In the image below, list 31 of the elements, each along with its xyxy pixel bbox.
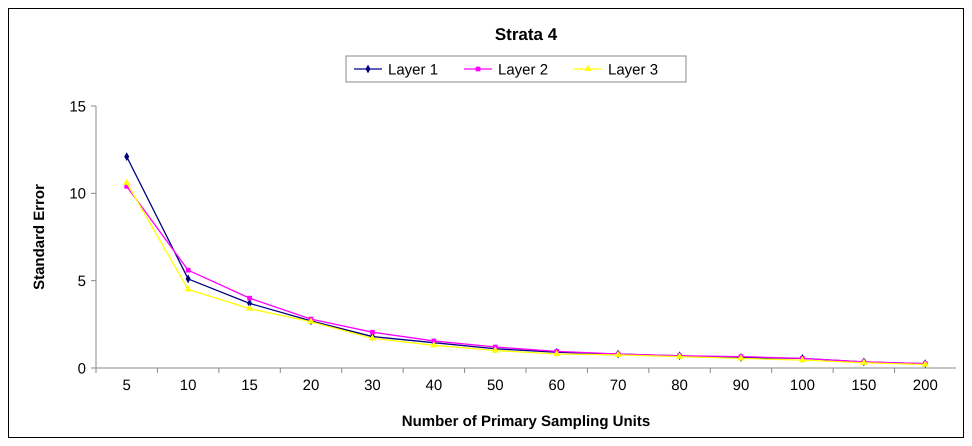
- chart-title: Strata 4: [494, 25, 558, 44]
- y-axis-title: Standard Error: [31, 184, 48, 290]
- legend-label: Layer 2: [498, 61, 548, 78]
- x-tick-label: 150: [851, 377, 876, 394]
- point: [370, 330, 375, 335]
- x-tick-label: 20: [302, 377, 320, 394]
- x-tick-label: 40: [426, 377, 442, 394]
- legend-label: Layer 3: [608, 61, 658, 78]
- point: [186, 268, 190, 273]
- x-tick-label: 50: [486, 377, 504, 394]
- legend-label: Layer 1: [388, 61, 438, 78]
- x-tick-label: 80: [671, 377, 688, 394]
- y-tick-label: 15: [69, 98, 86, 116]
- point: [184, 285, 192, 292]
- point: [123, 178, 130, 185]
- x-tick-label: 70: [610, 377, 626, 394]
- point: [430, 341, 438, 348]
- y-tick-label: 0: [78, 360, 86, 378]
- x-tick-label: 30: [364, 377, 381, 394]
- y-tick-label: 5: [78, 272, 86, 290]
- x-tick-label: 200: [912, 377, 938, 394]
- x-tick-label: 60: [548, 377, 566, 394]
- x-tick-label: 90: [732, 377, 750, 394]
- point: [246, 304, 254, 311]
- y-tick-label: 10: [69, 186, 86, 203]
- x-tick-label: 100: [790, 377, 815, 394]
- point: [247, 296, 252, 300]
- x-axis-title: Number of Primary Sampling Units: [402, 413, 650, 430]
- x-tick-label: 5: [122, 377, 131, 394]
- x-tick-label: 10: [180, 377, 196, 394]
- x-tick-label: 15: [241, 377, 258, 394]
